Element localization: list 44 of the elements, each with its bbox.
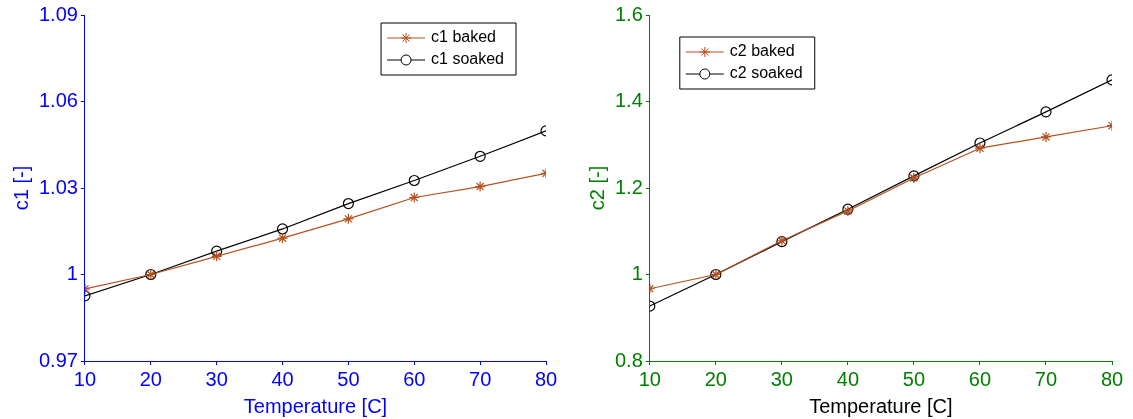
y-tick-label: 1.2 (614, 175, 643, 198)
x-tick-label: 80 (1100, 367, 1124, 390)
point (408, 174, 420, 187)
x-tick-label: 20 (139, 367, 162, 390)
x-axis-title: Temperature [C] (809, 394, 953, 417)
legend-label: c2 soaked (729, 64, 803, 82)
x-tick-label: 60 (968, 367, 992, 390)
x-tick-label: 50 (337, 367, 360, 390)
point (211, 250, 223, 262)
legend-label: c2 baked (729, 42, 795, 60)
y-tick-label: 1.06 (38, 89, 78, 112)
x-tick-label: 70 (1034, 367, 1058, 390)
x-tick-label: 80 (534, 367, 558, 390)
y-tick-label: 1.03 (38, 175, 78, 198)
legend-label: c1 baked (431, 28, 496, 46)
x-tick-label: 50 (902, 367, 926, 390)
point (974, 142, 986, 154)
x-tick-label: 40 (836, 367, 860, 390)
x-tick-label: 20 (704, 367, 727, 390)
x-axis-title: Temperature [C] (243, 394, 388, 417)
y-tick-label: 1 (631, 262, 643, 285)
x-tick-label: 70 (469, 367, 492, 390)
point (474, 180, 486, 193)
legend-label: c1 soaked (431, 50, 504, 68)
y-tick-label: 1.6 (614, 2, 643, 25)
y-tick-label: 1 (66, 262, 78, 285)
point (211, 245, 223, 257)
point (276, 223, 289, 235)
point (342, 213, 354, 225)
point (974, 137, 986, 149)
point (408, 191, 420, 204)
point (474, 150, 486, 162)
x-tick-label: 30 (205, 367, 228, 390)
point (1040, 106, 1052, 118)
y-axis-title: c2 [-] (585, 165, 608, 211)
x-tick-label: 60 (403, 367, 426, 390)
x-tick-label: 40 (271, 367, 294, 390)
point (276, 232, 289, 244)
y-tick-label: 1.4 (614, 89, 643, 112)
x-tick-label: 30 (770, 367, 793, 390)
point (342, 197, 354, 210)
point (1040, 131, 1052, 143)
y-axis-title: c1 [-] (9, 165, 32, 211)
y-tick-label: 1.09 (38, 2, 78, 25)
